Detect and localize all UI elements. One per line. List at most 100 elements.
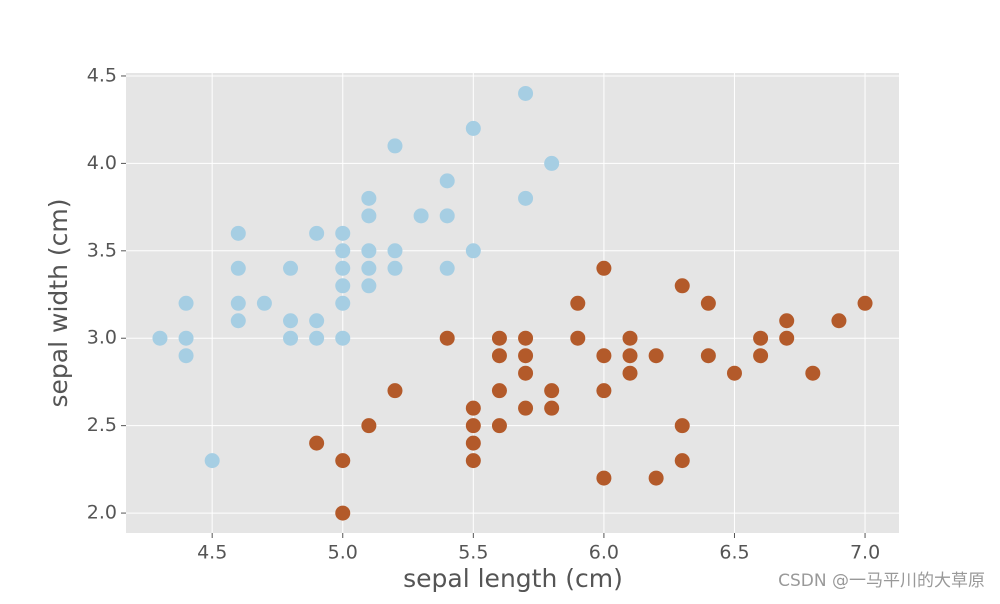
point bbox=[439, 260, 455, 276]
y-tick-label: 4.0 bbox=[87, 152, 117, 174]
point bbox=[335, 453, 351, 469]
y-tick-label: 2.5 bbox=[87, 414, 117, 436]
point bbox=[387, 243, 403, 259]
point bbox=[857, 295, 873, 311]
point bbox=[230, 225, 246, 241]
point bbox=[596, 260, 612, 276]
point bbox=[178, 330, 194, 346]
point bbox=[753, 348, 769, 364]
point bbox=[779, 313, 795, 329]
point bbox=[596, 383, 612, 399]
point bbox=[335, 278, 351, 294]
point bbox=[518, 348, 534, 364]
point bbox=[335, 505, 351, 521]
y-axis-label: sepal width (cm) bbox=[44, 199, 73, 408]
point bbox=[570, 330, 586, 346]
point bbox=[648, 348, 664, 364]
point bbox=[465, 120, 481, 136]
point bbox=[439, 330, 455, 346]
point bbox=[387, 138, 403, 154]
x-axis-label: sepal length (cm) bbox=[403, 564, 623, 593]
point bbox=[335, 225, 351, 241]
point bbox=[544, 383, 560, 399]
x-tick-label: 6.0 bbox=[589, 542, 619, 564]
point bbox=[335, 330, 351, 346]
point bbox=[491, 418, 507, 434]
point bbox=[518, 365, 534, 381]
point bbox=[309, 330, 325, 346]
point bbox=[152, 330, 168, 346]
point bbox=[726, 365, 742, 381]
point bbox=[361, 418, 377, 434]
point bbox=[805, 365, 821, 381]
point bbox=[491, 348, 507, 364]
point bbox=[596, 348, 612, 364]
point bbox=[518, 190, 534, 206]
point bbox=[335, 260, 351, 276]
point bbox=[361, 278, 377, 294]
x-tick-label: 6.5 bbox=[719, 542, 749, 564]
point bbox=[465, 435, 481, 451]
point bbox=[439, 173, 455, 189]
point bbox=[178, 348, 194, 364]
point bbox=[335, 295, 351, 311]
point bbox=[544, 155, 560, 171]
plot-area bbox=[126, 73, 899, 533]
point bbox=[518, 330, 534, 346]
point bbox=[361, 190, 377, 206]
point bbox=[518, 85, 534, 101]
point bbox=[178, 295, 194, 311]
point bbox=[387, 383, 403, 399]
point bbox=[361, 260, 377, 276]
point bbox=[309, 435, 325, 451]
point bbox=[700, 295, 716, 311]
x-tick-label: 4.5 bbox=[197, 542, 227, 564]
point bbox=[491, 330, 507, 346]
y-tick-label: 3.5 bbox=[87, 239, 117, 261]
point bbox=[309, 225, 325, 241]
point bbox=[465, 453, 481, 469]
point bbox=[779, 330, 795, 346]
point bbox=[544, 400, 560, 416]
y-tick-label: 3.0 bbox=[87, 327, 117, 349]
x-tick-label: 5.5 bbox=[458, 542, 488, 564]
point bbox=[831, 313, 847, 329]
point bbox=[622, 330, 638, 346]
point bbox=[753, 330, 769, 346]
point bbox=[204, 453, 220, 469]
point bbox=[439, 208, 455, 224]
x-tick-label: 5.0 bbox=[328, 542, 358, 564]
y-tick-label: 2.0 bbox=[87, 502, 117, 524]
point bbox=[491, 383, 507, 399]
point bbox=[518, 400, 534, 416]
point bbox=[674, 453, 690, 469]
watermark: CSDN @一马平川的大草原 bbox=[778, 571, 985, 591]
point bbox=[283, 313, 299, 329]
point bbox=[309, 313, 325, 329]
y-tick-label: 4.5 bbox=[87, 64, 117, 86]
point bbox=[387, 260, 403, 276]
point bbox=[596, 470, 612, 486]
point bbox=[283, 330, 299, 346]
point bbox=[256, 295, 272, 311]
point bbox=[361, 208, 377, 224]
point bbox=[674, 278, 690, 294]
point bbox=[648, 470, 664, 486]
point bbox=[335, 243, 351, 259]
point bbox=[465, 400, 481, 416]
point bbox=[570, 295, 586, 311]
point bbox=[700, 348, 716, 364]
point bbox=[413, 208, 429, 224]
point bbox=[230, 313, 246, 329]
point bbox=[230, 260, 246, 276]
point bbox=[283, 260, 299, 276]
point bbox=[622, 365, 638, 381]
point bbox=[465, 243, 481, 259]
point bbox=[465, 418, 481, 434]
point bbox=[361, 243, 377, 259]
point bbox=[230, 295, 246, 311]
point bbox=[674, 418, 690, 434]
x-tick-label: 7.0 bbox=[850, 542, 880, 564]
